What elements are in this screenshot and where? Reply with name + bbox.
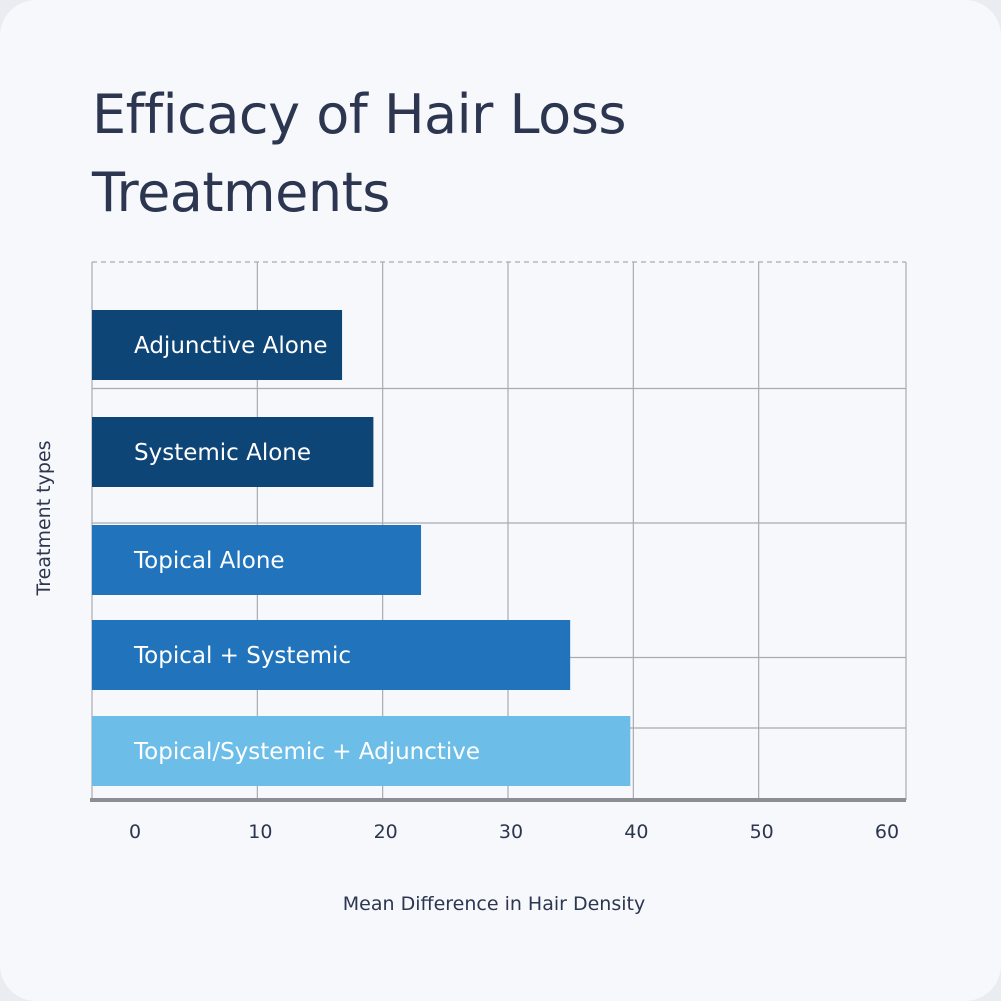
bar — [92, 716, 631, 786]
x-tick-label: 30 — [499, 821, 523, 843]
bar — [92, 620, 571, 690]
bar-label: Topical/Systemic + Adjunctive — [133, 739, 480, 765]
bar-label: Adjunctive Alone — [134, 333, 328, 359]
x-axis-title: Mean Difference in Hair Density — [343, 893, 645, 915]
bar-label: Topical + Systemic — [133, 643, 351, 669]
x-tick-label: 40 — [624, 821, 648, 843]
bar-label: Systemic Alone — [134, 440, 311, 466]
y-axis-title: Treatment types — [33, 440, 55, 596]
x-tick-label: 10 — [248, 821, 272, 843]
x-tick-label: 60 — [875, 821, 899, 843]
bar — [92, 417, 374, 487]
chart-title: Efficacy of Hair Loss Treatments — [92, 83, 626, 224]
bars: Adjunctive Alone Systemic Alone Topical Al… — [92, 310, 631, 786]
bar — [92, 310, 343, 380]
x-axis-ticks: 0 10 20 30 40 50 60 — [129, 821, 899, 843]
bar — [92, 525, 422, 595]
x-tick-label: 50 — [750, 821, 774, 843]
x-tick-label: 0 — [129, 821, 141, 843]
bar-label: Topical Alone — [133, 548, 285, 574]
x-tick-label: 20 — [374, 821, 398, 843]
